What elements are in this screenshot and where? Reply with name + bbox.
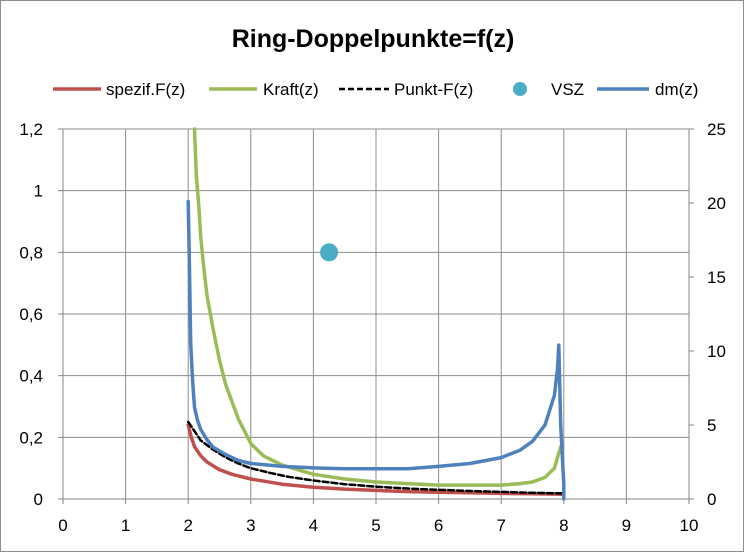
legend-label-dm: dm(z) xyxy=(655,80,698,99)
legend-label-kraft: Kraft(z) xyxy=(263,80,319,99)
legend-item-spezif-f: spezif.F(z) xyxy=(53,80,185,99)
legend-label-spezif-f: spezif.F(z) xyxy=(106,80,185,99)
legend-swatch-vsz xyxy=(513,82,527,96)
x-tick-label: 0 xyxy=(58,516,67,535)
x-tick-label: 5 xyxy=(371,516,380,535)
y-left-tick-label: 0,6 xyxy=(19,305,43,324)
series-line-dm-z xyxy=(186,199,566,501)
y-right-tick-label: 5 xyxy=(707,416,716,435)
x-tick-label: 10 xyxy=(680,516,699,535)
legend-label-punkt-f: Punkt-F(z) xyxy=(394,80,473,99)
chart-title: Ring-Doppelpunkte=f(z) xyxy=(232,25,515,53)
legend-item-kraft: Kraft(z) xyxy=(209,80,319,99)
x-tick-label: 6 xyxy=(434,516,443,535)
plot-area: 0 1 2 3 4 5 6 7 8 9 10 0 0,2 0,4 0,6 0,8 1 1,2 0 5 10 15 20 25 xyxy=(19,120,726,535)
y-left-tick-label: 0 xyxy=(34,490,43,509)
y-right-tick-label: 25 xyxy=(707,120,726,139)
x-tick-label: 4 xyxy=(309,516,318,535)
series-line-punkt-f-z xyxy=(186,420,566,495)
legend-item-punkt-f: Punkt-F(z) xyxy=(339,80,473,99)
series-point-vsz xyxy=(320,243,339,262)
y-right-tick-label: 0 xyxy=(707,490,716,509)
y-right-tick-label: 20 xyxy=(707,194,726,213)
y-left-tick-label: 0,2 xyxy=(19,428,43,447)
legend-label-vsz: VSZ xyxy=(551,80,584,99)
y-left-tick-label: 0,8 xyxy=(19,243,43,262)
y-left-tick-label: 1 xyxy=(34,182,43,201)
y-right-tick-label: 10 xyxy=(707,342,726,361)
legend-item-vsz: VSZ xyxy=(513,80,584,99)
y-left-tick-label: 1,2 xyxy=(19,120,43,139)
x-tick-label: 8 xyxy=(559,516,568,535)
legend-item-dm: dm(z) xyxy=(597,80,698,99)
x-tick-label: 7 xyxy=(496,516,505,535)
series-line-kraft-z xyxy=(192,127,563,487)
y-right-tick-label: 15 xyxy=(707,268,726,287)
y-left-tick-label: 0,4 xyxy=(19,367,43,386)
series-line-spezif-f-z xyxy=(186,423,566,497)
legend: spezif.F(z) Kraft(z) Punkt-F(z) VSZ dm(z… xyxy=(53,80,698,99)
x-tick-label: 1 xyxy=(121,516,130,535)
x-tick-label: 9 xyxy=(622,516,631,535)
x-tick-label: 2 xyxy=(183,516,192,535)
x-tick-label: 3 xyxy=(246,516,255,535)
